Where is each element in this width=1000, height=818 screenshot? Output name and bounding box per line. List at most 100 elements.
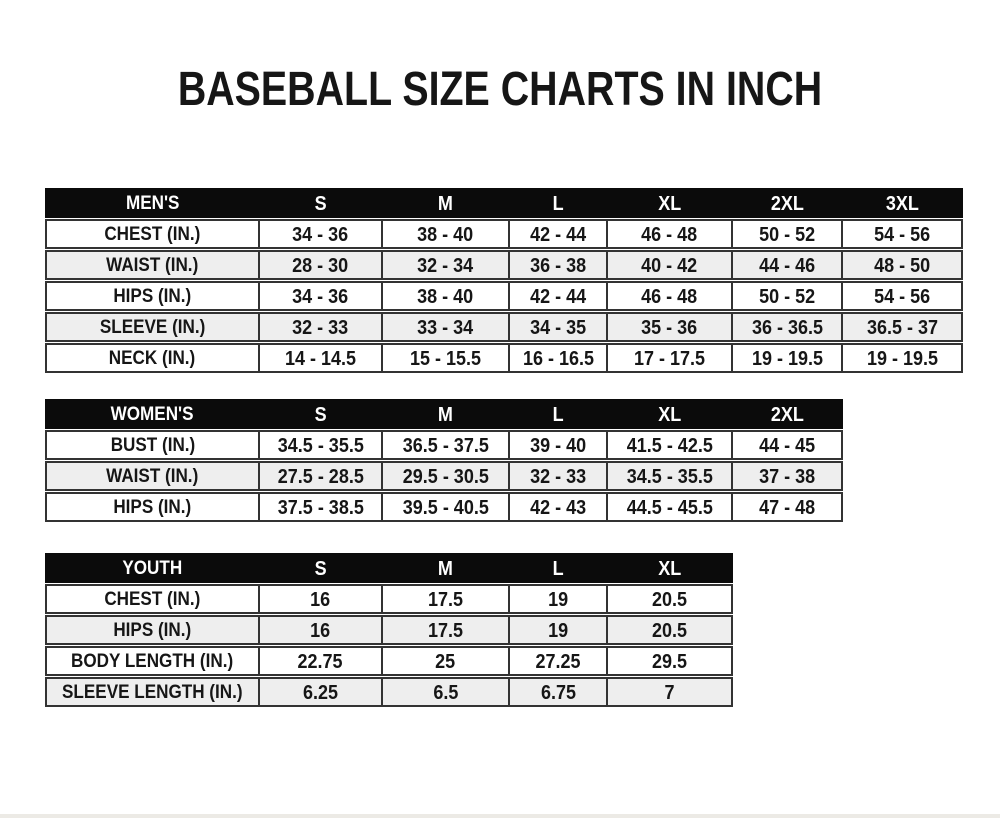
cell-text: WOMEN'S xyxy=(111,404,194,425)
value-cell: 39 - 40 xyxy=(508,432,606,458)
cell-text: M xyxy=(437,557,453,580)
youth-table-row: BODY LENGTH (IN.) 22.75 25 27.25 29.5 xyxy=(45,646,733,676)
measurement-label-cell: NECK (IN.) xyxy=(47,345,258,371)
value-cell: 50 - 52 xyxy=(731,221,841,247)
cell-text: 25 xyxy=(435,650,456,673)
size-header-cell: 2XL xyxy=(731,190,841,216)
size-header-cell: S xyxy=(258,555,381,581)
cell-text: 16 - 16.5 xyxy=(522,347,594,370)
value-cell: 36.5 - 37 xyxy=(841,314,961,340)
cell-text: 19 xyxy=(547,619,569,642)
cell-text: XL xyxy=(657,557,682,580)
cell-text: YOUTH xyxy=(122,558,183,579)
cell-text: 40 - 42 xyxy=(641,254,698,277)
cell-text: 39 - 40 xyxy=(529,434,587,457)
value-cell: 47 - 48 xyxy=(731,494,841,520)
measurement-label-cell: HIPS (IN.) xyxy=(47,494,258,520)
cell-text: 46 - 48 xyxy=(641,285,698,308)
cell-text: 20.5 xyxy=(651,619,688,642)
value-cell: 19 xyxy=(508,617,606,643)
youth-table-row: CHEST (IN.) 16 17.5 19 20.5 xyxy=(45,584,733,614)
value-cell: 27.25 xyxy=(508,648,606,674)
cell-text: 20.5 xyxy=(651,588,688,611)
value-cell: 34.5 - 35.5 xyxy=(258,432,381,458)
size-header-cell: L xyxy=(508,190,606,216)
mens-table-row: HIPS (IN.) 34 - 36 38 - 40 42 - 44 46 - 48 50… xyxy=(45,281,963,311)
value-cell: 32 - 33 xyxy=(258,314,381,340)
cell-text: 32 - 33 xyxy=(292,316,349,339)
cell-text: 50 - 52 xyxy=(758,223,816,246)
value-cell: 20.5 xyxy=(606,586,731,612)
size-header-cell: XL xyxy=(606,190,731,216)
size-header-cell: XL xyxy=(606,401,731,427)
size-chart-page: BASEBALL SIZE CHARTS IN INCH MEN'S S M L XL 2… xyxy=(0,66,1000,818)
cell-text: 41.5 - 42.5 xyxy=(626,434,713,457)
youth-table-row: HIPS (IN.) 16 17.5 19 20.5 xyxy=(45,615,733,645)
cell-text: 35 - 36 xyxy=(641,316,698,339)
value-cell: 19 - 19.5 xyxy=(841,345,961,371)
value-cell: 32 - 33 xyxy=(508,463,606,489)
mens-table-row: CHEST (IN.) 34 - 36 38 - 40 42 - 44 46 - 48 5… xyxy=(45,219,963,249)
cell-text: 54 - 56 xyxy=(873,223,931,246)
value-cell: 22.75 xyxy=(258,648,381,674)
mens-size-table: MEN'S S M L XL 2XL 3XL CHEST (IN.) 34 - 36 38 - 4… xyxy=(45,188,1000,373)
value-cell: 34.5 - 35.5 xyxy=(606,463,731,489)
table-title-cell: WOMEN'S xyxy=(47,401,258,427)
measurement-label-cell: CHEST (IN.) xyxy=(47,586,258,612)
womens-header-row: WOMEN'S S M L XL 2XL xyxy=(45,399,843,429)
mens-table-row: NECK (IN.) 14 - 14.5 15 - 15.5 16 - 16.5 17 … xyxy=(45,343,963,373)
table-title-cell: MEN'S xyxy=(47,190,258,216)
size-header-cell: S xyxy=(258,401,381,427)
cell-text: 34.5 - 35.5 xyxy=(626,465,713,488)
value-cell: 54 - 56 xyxy=(841,283,961,309)
value-cell: 28 - 30 xyxy=(258,252,381,278)
value-cell: 44 - 45 xyxy=(731,432,841,458)
cell-text: WAIST (IN.) xyxy=(106,466,199,487)
measurement-label-cell: WAIST (IN.) xyxy=(47,463,258,489)
cell-text: MEN'S xyxy=(125,193,180,214)
cell-text: 16 xyxy=(310,619,331,642)
cell-text: S xyxy=(314,192,327,215)
value-cell: 34 - 36 xyxy=(258,221,381,247)
cell-text: 6.25 xyxy=(302,681,339,704)
cell-text: 14 - 14.5 xyxy=(284,347,357,370)
cell-text: S xyxy=(314,557,327,580)
cell-text: BODY LENGTH (IN.) xyxy=(71,651,234,672)
womens-table-row: BUST (IN.) 34.5 - 35.5 36.5 - 37.5 39 - 40 4… xyxy=(45,430,843,460)
value-cell: 33 - 34 xyxy=(381,314,508,340)
cell-text: 33 - 34 xyxy=(417,316,474,339)
value-cell: 39.5 - 40.5 xyxy=(381,494,508,520)
cell-text: 44.5 - 45.5 xyxy=(626,496,713,519)
cell-text: L xyxy=(552,403,564,426)
cell-text: 34 - 36 xyxy=(292,223,349,246)
measurement-label-cell: CHEST (IN.) xyxy=(47,221,258,247)
cell-text: 42 - 43 xyxy=(529,496,587,519)
mens-table-row: SLEEVE (IN.) 32 - 33 33 - 34 34 - 35 35 - 36… xyxy=(45,312,963,342)
value-cell: 40 - 42 xyxy=(606,252,731,278)
cell-text: 34.5 - 35.5 xyxy=(277,434,364,457)
table-title-cell: YOUTH xyxy=(47,555,258,581)
cell-text: 37.5 - 38.5 xyxy=(277,496,364,519)
cell-text: 6.75 xyxy=(540,681,576,704)
cell-text: 34 - 36 xyxy=(292,285,349,308)
value-cell: 29.5 xyxy=(606,648,731,674)
value-cell: 41.5 - 42.5 xyxy=(606,432,731,458)
cell-text: CHEST (IN.) xyxy=(104,589,201,610)
cell-text: 17.5 xyxy=(427,588,464,611)
value-cell: 36 - 38 xyxy=(508,252,606,278)
cell-text: 7 xyxy=(664,681,675,704)
value-cell: 37 - 38 xyxy=(731,463,841,489)
value-cell: 44.5 - 45.5 xyxy=(606,494,731,520)
cell-text: SLEEVE LENGTH (IN.) xyxy=(62,682,243,703)
cell-text: 28 - 30 xyxy=(292,254,349,277)
cell-text: 50 - 52 xyxy=(758,285,816,308)
cell-text: S xyxy=(314,403,327,426)
cell-text: 19 xyxy=(547,588,569,611)
cell-text: L xyxy=(552,192,564,215)
cell-text: XL xyxy=(657,192,682,215)
cell-text: HIPS (IN.) xyxy=(113,620,192,641)
cell-text: 6.5 xyxy=(432,681,459,704)
value-cell: 37.5 - 38.5 xyxy=(258,494,381,520)
cell-text: 47 - 48 xyxy=(758,496,816,519)
value-cell: 35 - 36 xyxy=(606,314,731,340)
